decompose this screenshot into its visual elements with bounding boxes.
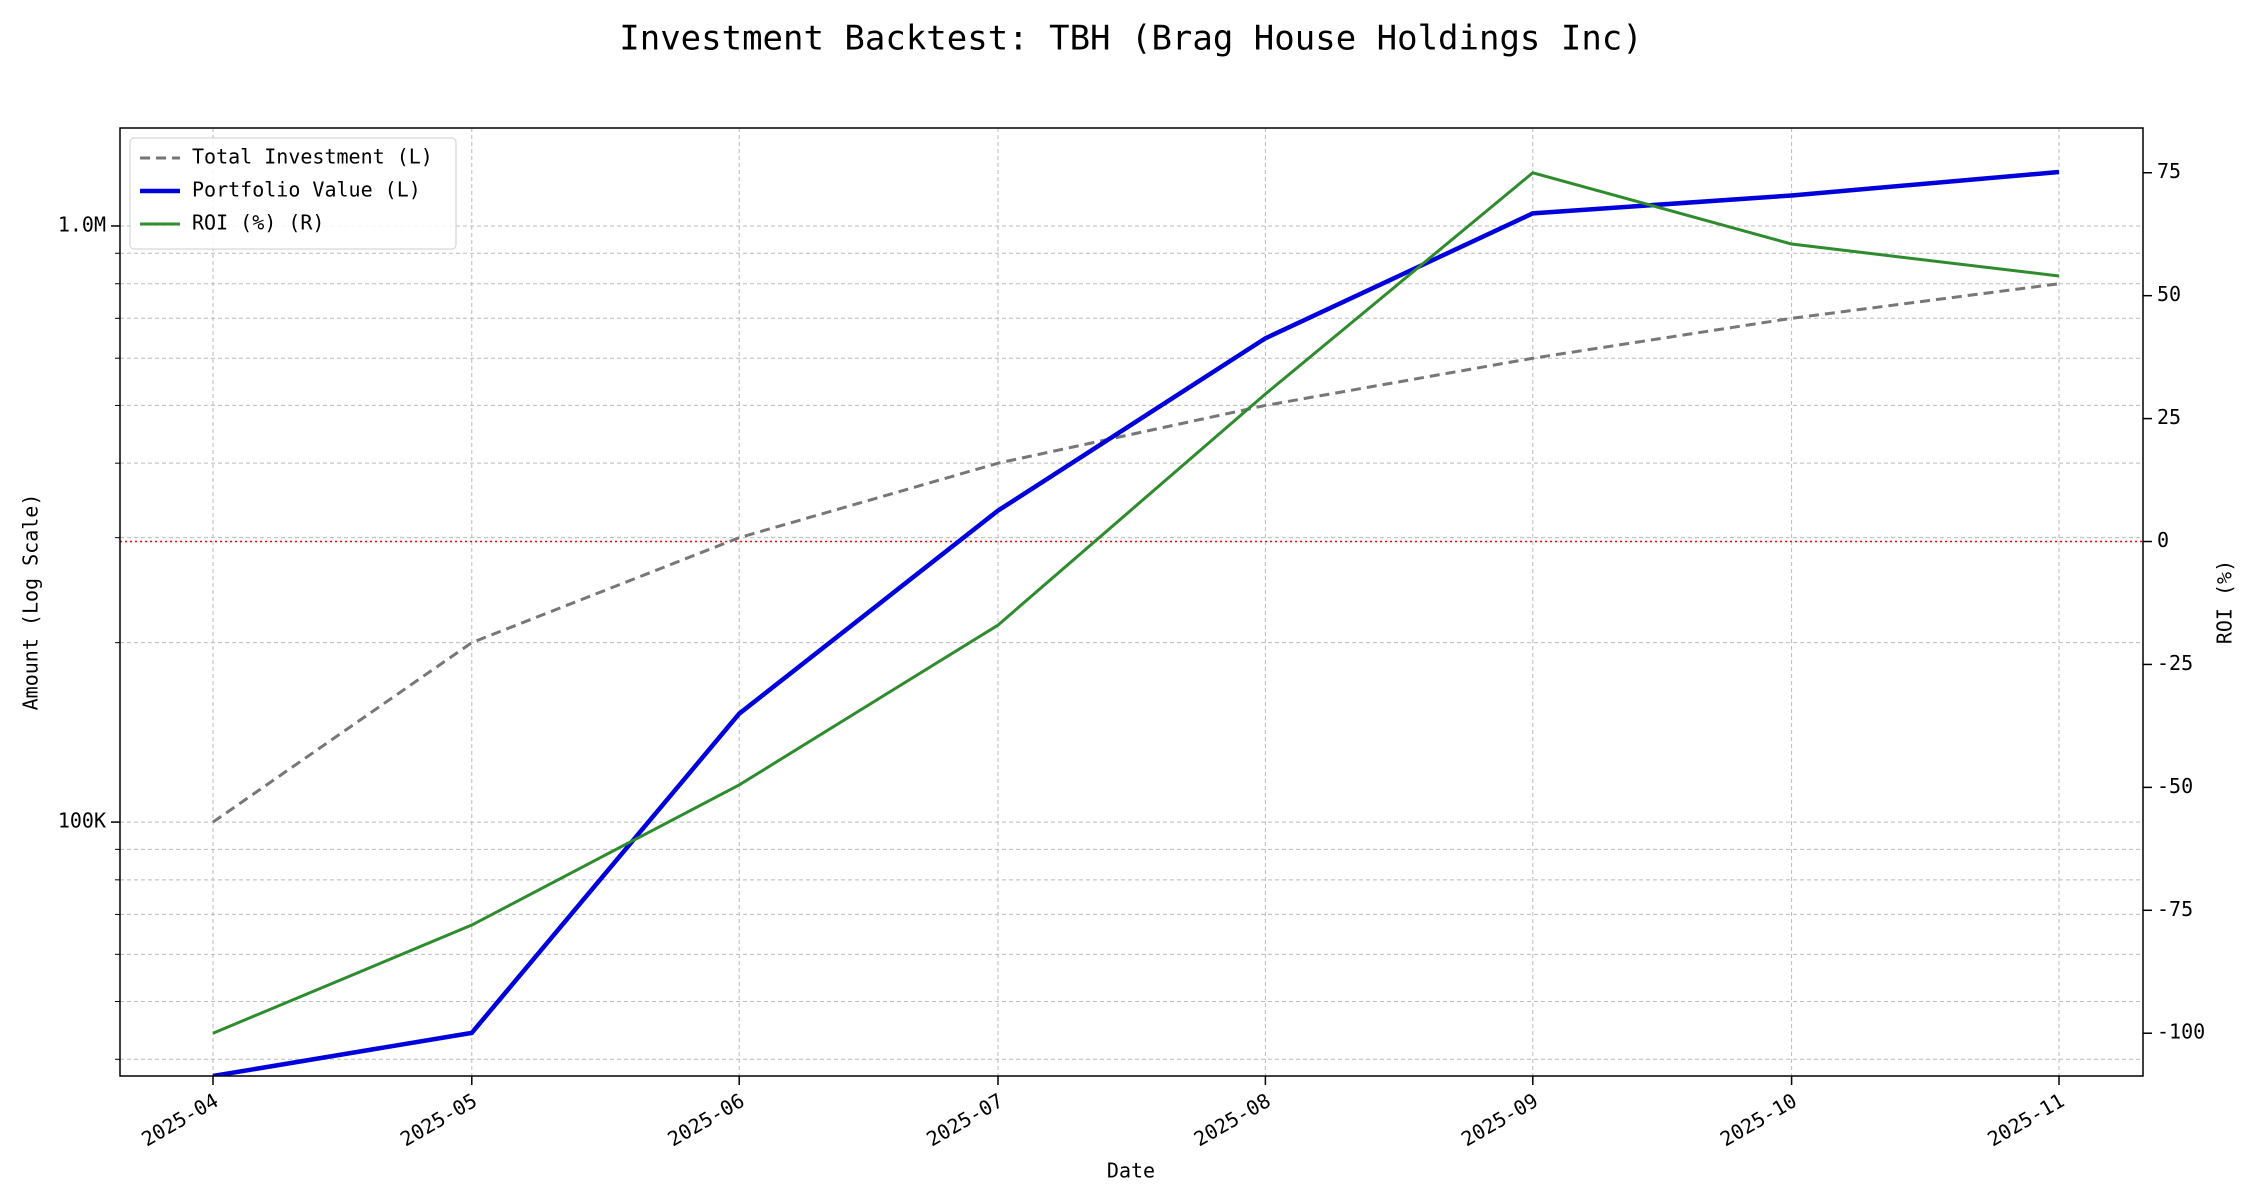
series-line — [212, 282, 2060, 824]
y2-axis-label: ROI (%) — [2213, 560, 2237, 644]
legend-label: Total Investment (L) — [192, 145, 433, 169]
y2-tick-label: 0 — [2157, 528, 2169, 552]
y-tick-label: 1.0M — [58, 212, 106, 236]
y2-tick-label: -50 — [2157, 774, 2193, 798]
series-line — [212, 171, 2060, 1035]
x-axis-label: Date — [1107, 1159, 1155, 1183]
legend-box — [129, 137, 457, 250]
series-line — [212, 169, 2060, 1076]
plot-frame — [119, 127, 2144, 1077]
y2-tick-label: 50 — [2157, 282, 2181, 306]
y-tick-label: 100K — [58, 809, 106, 833]
y-axis-label: Amount (Log Scale) — [19, 494, 43, 711]
legend-label: ROI (%) (R) — [192, 211, 324, 235]
y2-tick-label: -100 — [2157, 1020, 2205, 1044]
y2-tick-label: 75 — [2157, 159, 2181, 183]
y2-tick-label: -75 — [2157, 897, 2193, 921]
y2-tick-label: 25 — [2157, 405, 2181, 429]
legend-label: Portfolio Value (L) — [192, 178, 421, 202]
chart-title: Investment Backtest: TBH (Brag House Hol… — [619, 19, 1643, 59]
y2-tick-label: -25 — [2157, 651, 2193, 675]
